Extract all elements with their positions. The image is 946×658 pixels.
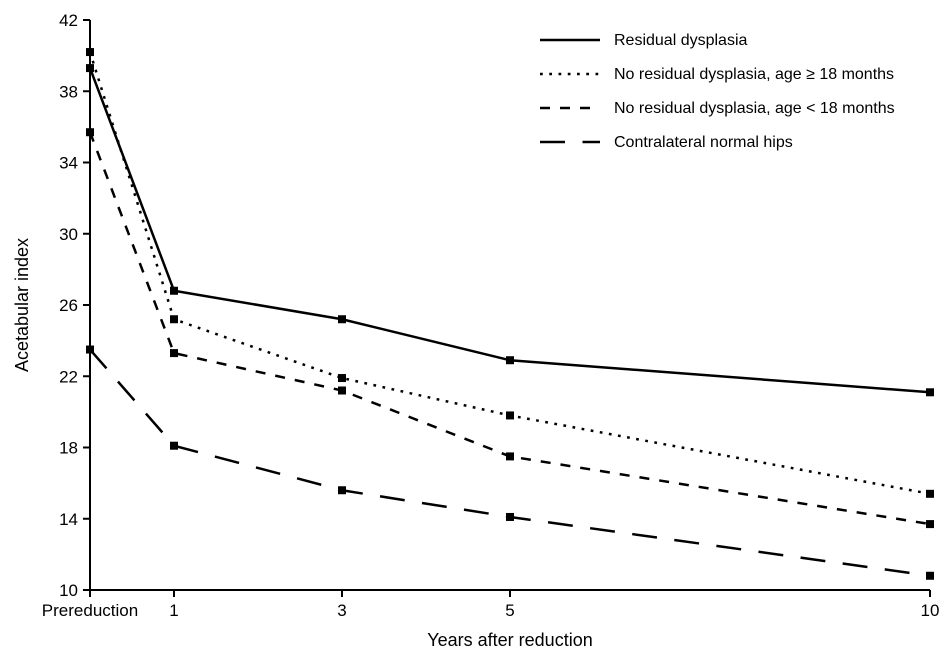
data-marker	[506, 356, 514, 364]
x-tick-label: 1	[169, 601, 178, 620]
y-tick-label: 18	[59, 439, 78, 458]
y-tick-label: 14	[59, 510, 78, 529]
data-marker	[170, 442, 178, 450]
data-marker	[926, 490, 934, 498]
y-tick-label: 34	[59, 154, 78, 173]
data-marker	[926, 572, 934, 580]
y-axis-title: Acetabular index	[12, 238, 32, 372]
data-marker	[86, 128, 94, 136]
x-tick-label: Prereduction	[42, 601, 138, 620]
chart-container: 10 14 18 22 26 30 34 38 42 Prereduction 1 3 5 10 Aceta…	[0, 0, 946, 658]
legend-label: Residual dysplasia	[614, 32, 748, 49]
line-chart: 10 14 18 22 26 30 34 38 42 Prereduction 1 3 5 10 Aceta…	[0, 0, 946, 658]
y-tick-label: 10	[59, 581, 78, 600]
data-marker	[926, 520, 934, 528]
legend-label: No residual dysplasia, age < 18 months	[614, 100, 895, 117]
data-marker	[170, 315, 178, 323]
data-marker	[170, 349, 178, 357]
y-tick-label: 38	[59, 82, 78, 101]
x-tick-label: 10	[921, 601, 940, 620]
y-tick-label: 42	[59, 11, 78, 30]
data-marker	[506, 411, 514, 419]
data-marker	[506, 452, 514, 460]
y-tick-label: 30	[59, 225, 78, 244]
data-marker	[86, 346, 94, 354]
data-marker	[926, 388, 934, 396]
data-marker	[506, 513, 514, 521]
data-marker	[338, 315, 346, 323]
data-marker	[170, 287, 178, 295]
legend-label: Contralateral normal hips	[614, 134, 793, 151]
data-marker	[338, 486, 346, 494]
x-tick-label: 5	[505, 601, 514, 620]
data-marker	[86, 64, 94, 72]
x-tick-label: 3	[337, 601, 346, 620]
legend-label: No residual dysplasia, age ≥ 18 months	[614, 66, 894, 83]
data-marker	[338, 387, 346, 395]
y-tick-label: 22	[59, 367, 78, 386]
data-marker	[338, 374, 346, 382]
y-tick-label: 26	[59, 296, 78, 315]
x-axis-title: Years after reduction	[427, 630, 592, 650]
data-marker	[86, 48, 94, 56]
